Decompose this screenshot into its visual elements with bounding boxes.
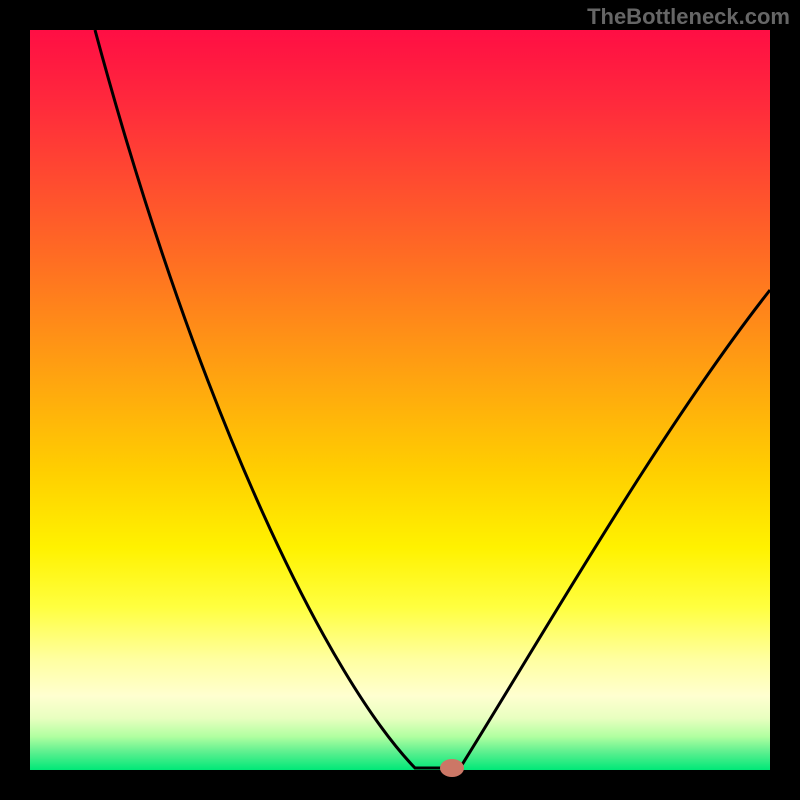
- plot-background: [30, 30, 770, 770]
- bottleneck-chart: [0, 0, 800, 800]
- watermark: TheBottleneck.com: [587, 4, 790, 30]
- optimal-point-marker: [440, 759, 464, 777]
